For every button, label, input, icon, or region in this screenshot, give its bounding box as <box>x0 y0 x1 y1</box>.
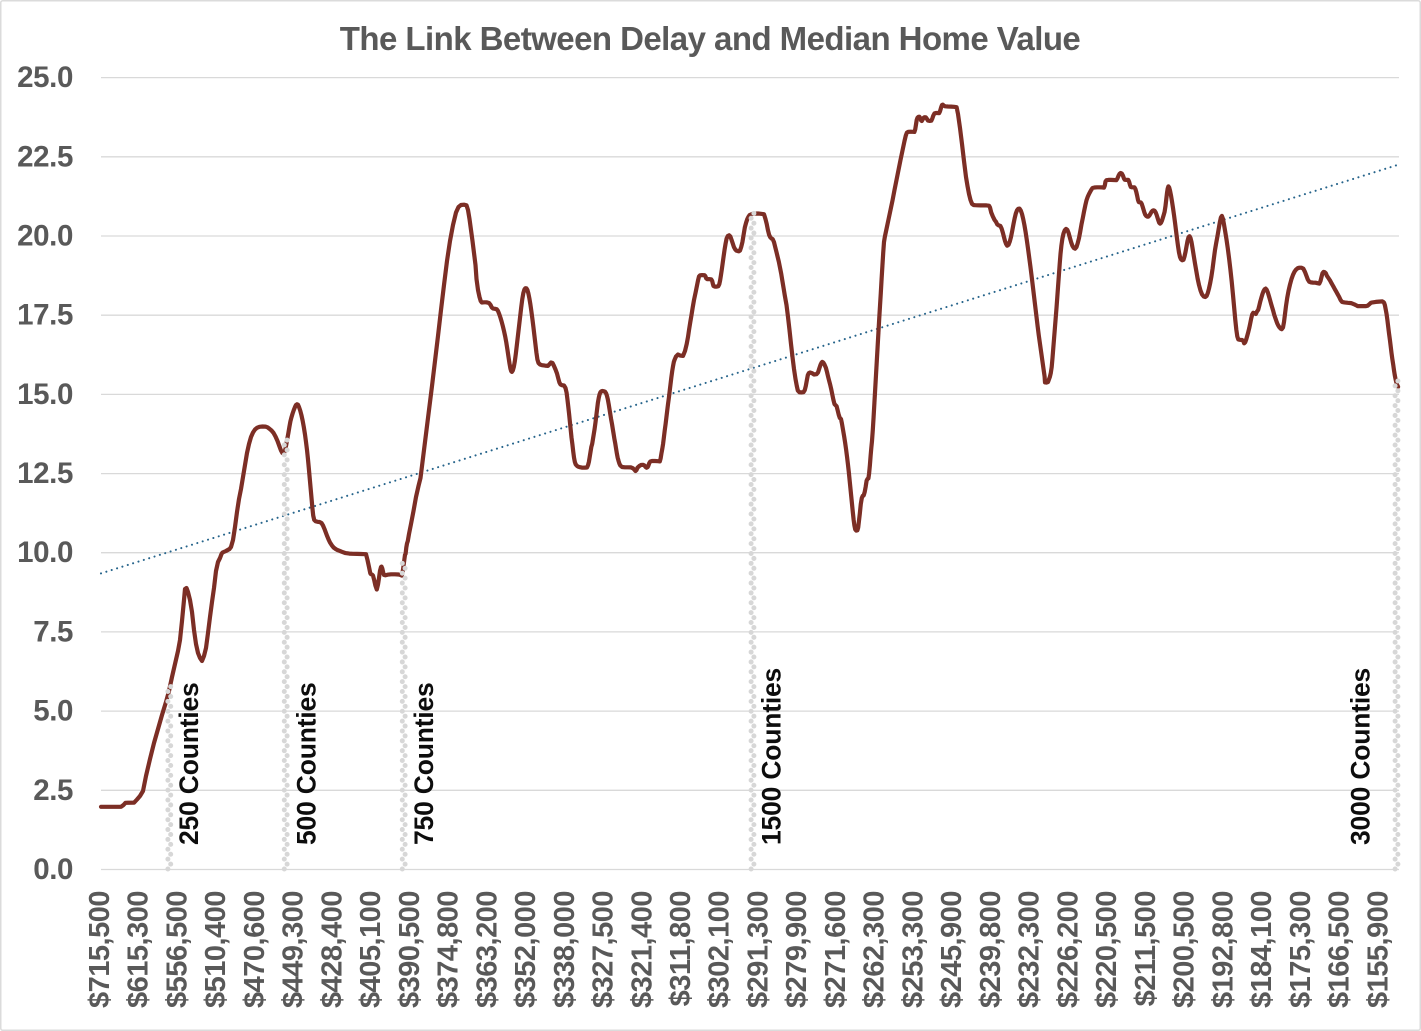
svg-text:20.0: 20.0 <box>17 220 73 253</box>
svg-text:$428,400: $428,400 <box>316 891 348 1008</box>
svg-text:$470,600: $470,600 <box>239 891 271 1008</box>
svg-text:$363,200: $363,200 <box>471 891 503 1008</box>
svg-text:22.5: 22.5 <box>17 140 73 173</box>
svg-text:$302,100: $302,100 <box>704 891 736 1008</box>
svg-text:$390,500: $390,500 <box>394 891 426 1008</box>
svg-text:$226,200: $226,200 <box>1052 891 1084 1008</box>
svg-text:5.0: 5.0 <box>33 695 73 728</box>
svg-text:$211,500: $211,500 <box>1130 891 1162 1006</box>
svg-text:3000 Counties: 3000 Counties <box>1346 668 1376 845</box>
svg-text:$253,300: $253,300 <box>897 891 929 1008</box>
svg-text:$510,400: $510,400 <box>200 891 232 1008</box>
svg-text:$262,300: $262,300 <box>859 891 891 1008</box>
svg-text:$327,500: $327,500 <box>588 891 620 1008</box>
svg-text:$715,500: $715,500 <box>84 891 116 1008</box>
svg-text:$200,500: $200,500 <box>1169 891 1201 1008</box>
svg-text:$405,100: $405,100 <box>355 891 387 1008</box>
svg-text:$232,300: $232,300 <box>1014 891 1046 1008</box>
svg-text:$271,600: $271,600 <box>820 891 852 1008</box>
svg-text:$352,000: $352,000 <box>510 891 542 1008</box>
svg-text:500 Counties: 500 Counties <box>292 682 322 845</box>
svg-text:$155,900: $155,900 <box>1362 891 1394 1008</box>
svg-text:$279,900: $279,900 <box>781 891 813 1008</box>
svg-text:$338,000: $338,000 <box>549 891 581 1008</box>
svg-text:25.0: 25.0 <box>17 61 73 94</box>
svg-text:1500 Counties: 1500 Counties <box>757 668 787 845</box>
svg-text:12.5: 12.5 <box>17 457 73 490</box>
svg-text:$184,100: $184,100 <box>1246 891 1278 1008</box>
svg-text:0.0: 0.0 <box>33 853 73 886</box>
svg-text:2.5: 2.5 <box>33 774 73 807</box>
svg-text:250 Counties: 250 Counties <box>174 682 204 845</box>
svg-text:$374,800: $374,800 <box>433 891 465 1008</box>
svg-text:17.5: 17.5 <box>17 299 73 332</box>
svg-text:10.0: 10.0 <box>17 536 73 569</box>
svg-text:$311,800: $311,800 <box>665 891 697 1006</box>
svg-text:$556,500: $556,500 <box>161 891 193 1008</box>
svg-text:$291,300: $291,300 <box>743 891 775 1008</box>
svg-text:$239,800: $239,800 <box>975 891 1007 1008</box>
svg-text:$166,500: $166,500 <box>1324 891 1356 1008</box>
svg-text:$449,300: $449,300 <box>278 891 310 1008</box>
svg-text:15.0: 15.0 <box>17 378 73 411</box>
svg-text:$220,500: $220,500 <box>1091 891 1123 1008</box>
svg-text:The Link Between Delay and Med: The Link Between Delay and Median Home V… <box>340 20 1081 57</box>
svg-text:$192,800: $192,800 <box>1207 891 1239 1008</box>
svg-text:$175,300: $175,300 <box>1285 891 1317 1008</box>
svg-text:750 Counties: 750 Counties <box>409 682 439 845</box>
svg-text:$321,400: $321,400 <box>626 891 658 1008</box>
svg-text:$245,900: $245,900 <box>936 891 968 1008</box>
svg-text:7.5: 7.5 <box>33 615 73 648</box>
svg-text:$615,300: $615,300 <box>123 891 155 1008</box>
